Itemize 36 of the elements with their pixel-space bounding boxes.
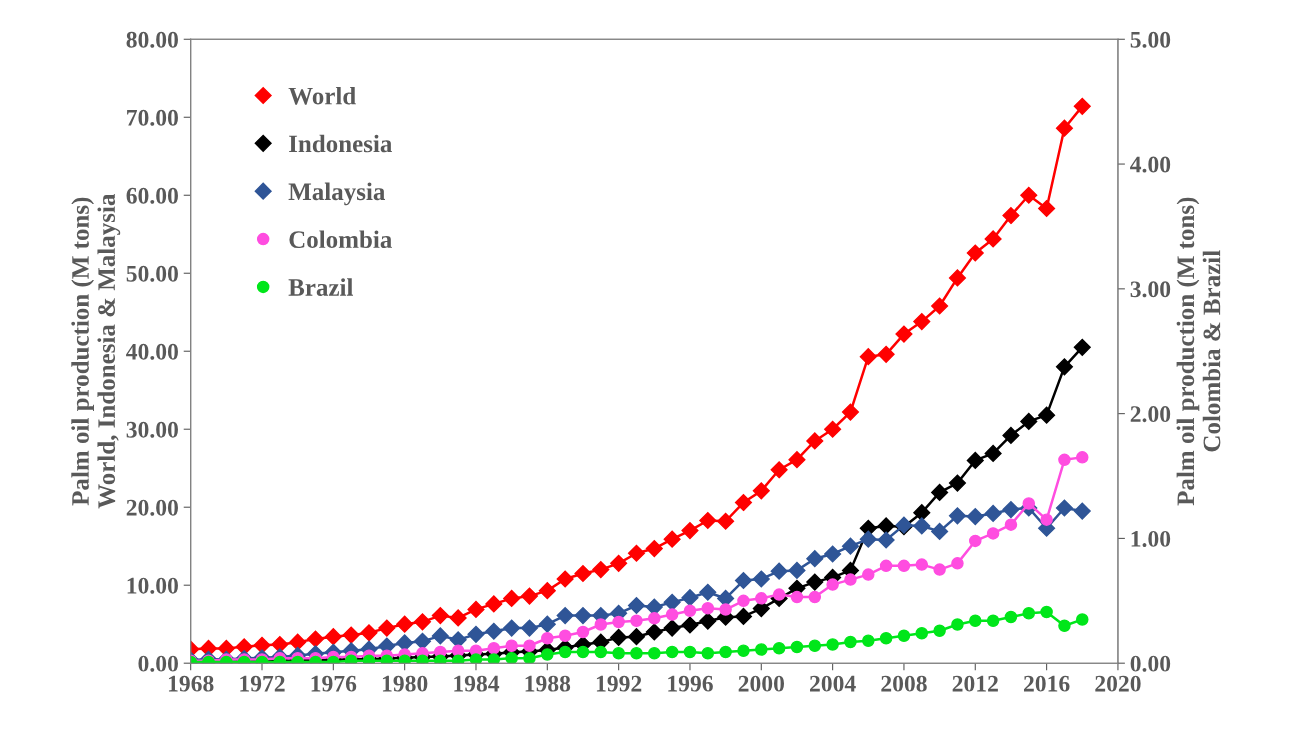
legend-label: Malaysia (288, 182, 386, 206)
y-tick-label: 50.00 (126, 265, 178, 282)
x-tick-label: 1988 (525, 675, 571, 692)
legend-label: Indonesia (289, 134, 393, 153)
y-tick-label: 70.00 (127, 109, 178, 126)
x-tick-label: 1976 (311, 675, 357, 692)
y-tick-label: 0.00 (138, 655, 178, 672)
x-tick-label: 1980 (382, 675, 428, 692)
legend-label: Colombia (289, 230, 392, 249)
x-tick-label: 2020 (1095, 675, 1141, 692)
y-tick-label: 80.00 (126, 31, 178, 48)
legend-label: Brazil (288, 278, 354, 296)
x-tick-label: 2000 (738, 675, 785, 692)
y2-tick-label: 3.00 (1130, 281, 1171, 298)
x-tick-label: 2012 (952, 675, 998, 692)
y2-tick-label: 1.00 (1131, 530, 1171, 547)
x-tick-label: 1996 (668, 675, 713, 692)
x-tick-label: 1972 (240, 675, 285, 692)
y-tick-label: 40.00 (126, 343, 178, 360)
x-tick-label: 2004 (810, 675, 856, 692)
x-tick-label: 2016 (1023, 675, 1070, 692)
y-tick-label: 10.00 (127, 577, 178, 594)
x-tick-label: 1992 (596, 675, 642, 692)
y2-axis-title: Palm oil production (M tons) Colombia & Brazil (1176, 197, 1221, 506)
y-tick-label: 30.00 (126, 421, 178, 438)
y2-tick-label: 5.00 (1130, 31, 1171, 48)
y-tick-label: 60.00 (126, 187, 178, 204)
y2-tick-label: 4.00 (1130, 156, 1171, 173)
x-tick-label: 2008 (881, 675, 927, 692)
y2-tick-label: 0.00 (1130, 655, 1171, 672)
x-tick-label: 1984 (454, 675, 500, 692)
x-tick-label: 1968 (168, 675, 214, 692)
y-tick-label: 20.00 (126, 499, 178, 516)
legend-label: World (288, 86, 356, 105)
y-axis-title: Palm oil production (M tons) World, Indonesia & Malaysia (71, 193, 121, 509)
y2-tick-label: 2.00 (1130, 406, 1171, 423)
